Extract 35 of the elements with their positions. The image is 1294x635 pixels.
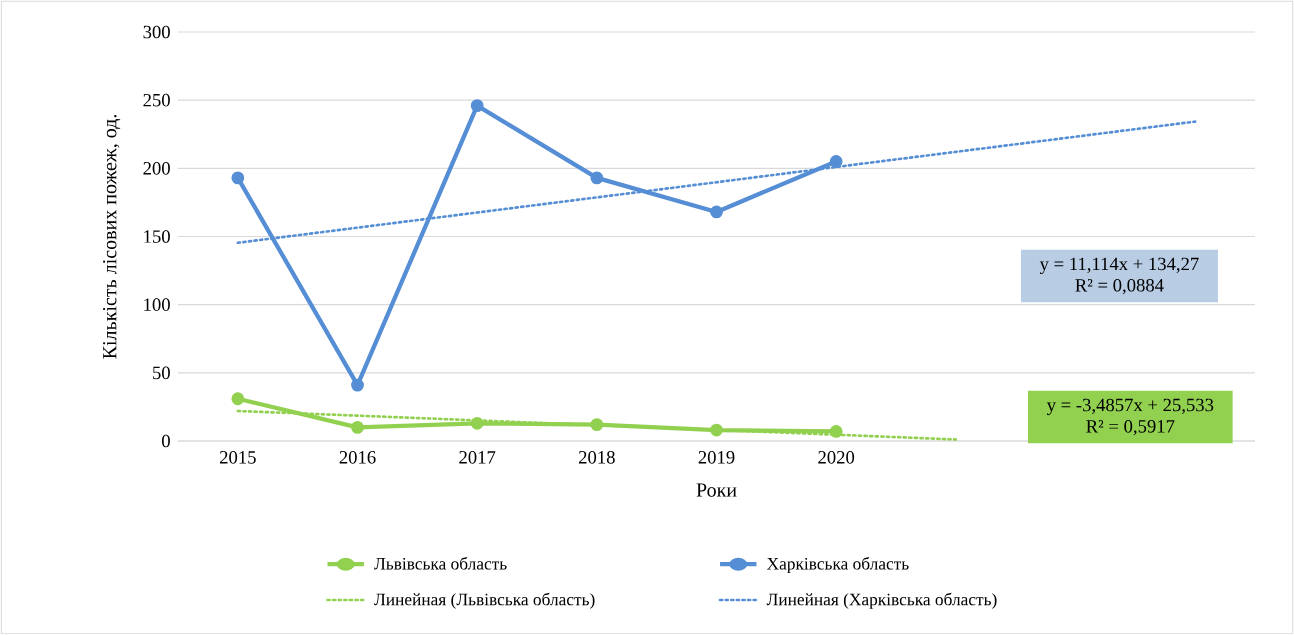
annotation: y = -3,4857x + 25,533 — [1046, 398, 1214, 416]
point — [590, 418, 604, 432]
legend-label: Харківська область — [766, 557, 909, 574]
x-axis-title: Роки — [696, 483, 737, 497]
y-axis-title: Кількість лісових пожеж, од. — [103, 114, 121, 359]
y-tick-label: 200 — [143, 162, 170, 175]
x-tick-label: 2018 — [578, 451, 615, 464]
y-tick-label: 250 — [143, 93, 170, 107]
y-tick-label: 150 — [144, 230, 170, 243]
legend-label: Львівська область — [374, 557, 507, 570]
x-tick-label: 2019 — [698, 451, 735, 464]
point — [470, 99, 484, 113]
x-tick-label: 2017 — [459, 451, 496, 464]
y-tick-label: 300 — [143, 25, 170, 39]
y-tick-label: 0 — [162, 434, 170, 448]
y-tick-label: 50 — [153, 366, 170, 380]
point — [351, 420, 364, 434]
point — [470, 416, 484, 430]
annotation: y = 11,114x + 134,27 — [1039, 257, 1199, 275]
x-tick-label: 2015 — [219, 451, 256, 464]
point — [351, 378, 364, 392]
x-tick-label: 2020 — [818, 451, 855, 464]
point — [231, 392, 245, 406]
x-tick-label: 2016 — [339, 451, 376, 464]
point — [231, 171, 245, 185]
legend-label: Линейная (Харківська область) — [766, 592, 997, 609]
point — [710, 205, 723, 219]
y-tick-label: 100 — [144, 298, 170, 311]
legend-label: Линейная (Львівська область) — [374, 592, 595, 609]
point — [829, 155, 843, 168]
point — [710, 423, 723, 437]
point — [590, 171, 604, 185]
annotation: R² = 0,0884 — [1075, 278, 1164, 295]
annotation: R² = 0,5917 — [1086, 420, 1175, 436]
point — [829, 425, 843, 438]
